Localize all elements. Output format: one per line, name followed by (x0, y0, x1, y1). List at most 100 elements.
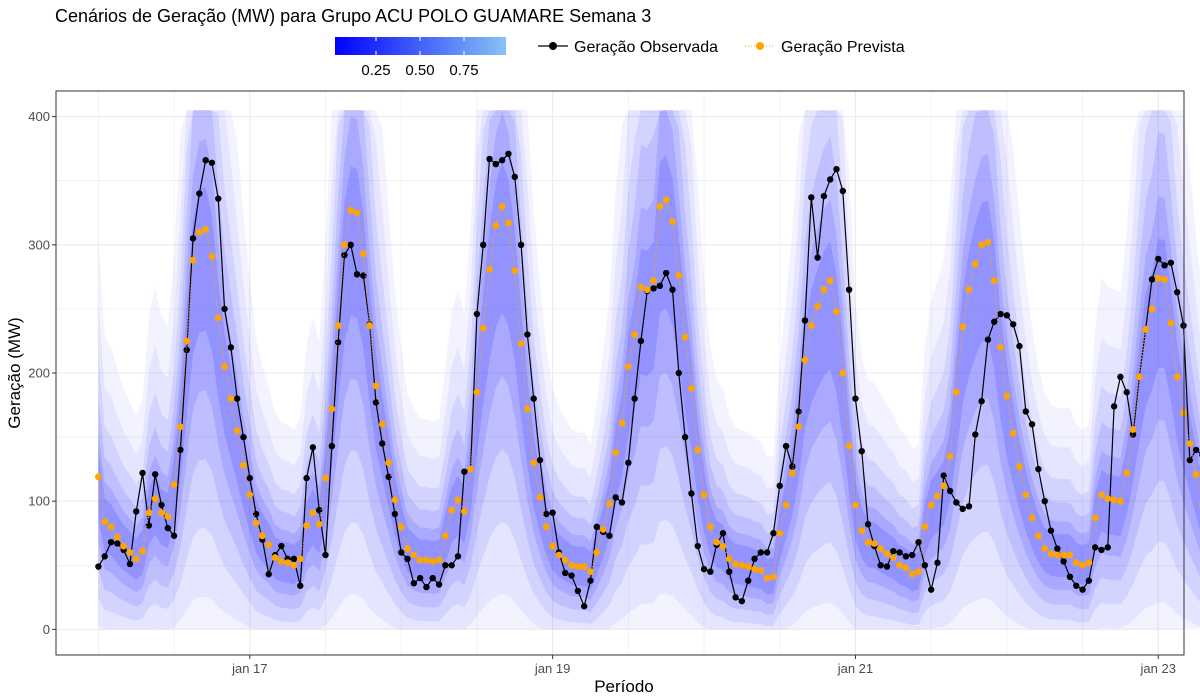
y-tick: 0 (43, 622, 56, 637)
scenario-band (98, 110, 1200, 616)
observed-point (1155, 255, 1162, 263)
forecast-point (688, 384, 695, 392)
forecast-point (1041, 545, 1049, 553)
forecast-point (940, 482, 948, 490)
forecast-point (126, 549, 134, 556)
observed-point (385, 473, 392, 481)
y-tick: 200 (28, 366, 56, 381)
observed-point (297, 582, 304, 589)
forecast-point (366, 322, 374, 329)
observed-point (997, 310, 1004, 318)
observed-point (587, 577, 594, 584)
forecast-point (555, 551, 563, 559)
observed-point (543, 510, 550, 518)
forecast-point (984, 238, 992, 246)
y-axis: 0 100 200 300 400 (28, 109, 56, 637)
observed-point (719, 530, 727, 537)
forecast-point (801, 356, 809, 364)
forecast-point (896, 561, 904, 569)
forecast-point (271, 554, 279, 561)
observed-point (505, 150, 512, 158)
observed-point (1079, 586, 1086, 593)
observed-point (845, 286, 853, 293)
forecast-point (454, 496, 462, 504)
observed-point (864, 521, 872, 528)
forecast-point (1053, 551, 1061, 559)
forecast-point (719, 542, 727, 550)
observed-point (1016, 342, 1023, 350)
forecast-point (675, 272, 683, 279)
observed-point (334, 339, 342, 346)
x-tick: jan 21 (837, 655, 873, 676)
colorbar-ticks: 0.25 0.50 0.75 (361, 37, 479, 79)
forecast-point (120, 542, 128, 550)
observed-point (972, 431, 979, 438)
observed-point (114, 540, 121, 547)
colorbar-tick-label: 0.75 (449, 62, 478, 79)
forecast-point (309, 509, 317, 517)
observed-point (278, 542, 285, 550)
forecast-point (246, 491, 254, 499)
observed-point (959, 505, 966, 513)
forecast-point (347, 206, 355, 214)
observed-point (322, 551, 329, 559)
forecast-point (1028, 514, 1036, 522)
observed-point (675, 369, 682, 377)
forecast-point (113, 533, 121, 541)
forecast-point (505, 219, 512, 227)
plot-area (55, 90, 1200, 656)
forecast-point (517, 340, 525, 347)
forecast-point (624, 363, 632, 370)
observed-point (202, 157, 209, 164)
legend-forecast-label: Geração Prevista (781, 39, 905, 56)
observed-point (1110, 403, 1118, 410)
observed-point (290, 555, 298, 563)
forecast-point (1173, 373, 1181, 381)
forecast-point (158, 509, 165, 517)
forecast-point (706, 523, 714, 531)
observed-point (391, 510, 399, 518)
forecast-point (492, 222, 500, 229)
forecast-point (151, 495, 159, 503)
observed-point (896, 549, 903, 556)
observed-point (309, 444, 317, 451)
observed-point (107, 539, 115, 546)
observed-point (909, 551, 916, 559)
observed-point (631, 395, 638, 402)
colorbar-tick-label: 0.50 (405, 62, 434, 79)
forecast-point (372, 382, 380, 390)
observed-point (991, 318, 998, 325)
forecast-point (303, 522, 310, 529)
forecast-point (971, 260, 979, 268)
observed-point (694, 542, 701, 550)
forecast-point (107, 523, 115, 531)
x-tick: jan 23 (1140, 655, 1176, 676)
observed-point (448, 562, 455, 569)
forecast-point (189, 256, 197, 264)
observed-point (656, 282, 664, 290)
observed-point (902, 553, 910, 560)
forecast-point (990, 277, 998, 285)
observed-point (953, 499, 960, 506)
observed-point (429, 574, 436, 582)
observed-point (738, 597, 746, 605)
forecast-point (618, 419, 626, 427)
forecast-point (852, 501, 859, 509)
scenario-fan (98, 110, 1200, 630)
forecast-point (612, 449, 620, 456)
forecast-point (208, 252, 216, 260)
forecast-point (864, 538, 872, 546)
observed-point (1161, 262, 1168, 269)
observed-point (442, 562, 449, 569)
observed-point (353, 271, 361, 278)
observed-point (1028, 421, 1036, 428)
forecast-point (593, 549, 601, 556)
observed-point (480, 241, 487, 249)
forecast-point (1098, 491, 1105, 499)
forecast-point (807, 322, 815, 329)
forecast-point (934, 492, 941, 500)
forecast-point (1104, 495, 1112, 503)
observed-point (1192, 446, 1200, 454)
forecast-point (353, 209, 361, 217)
forecast-point (467, 465, 475, 473)
